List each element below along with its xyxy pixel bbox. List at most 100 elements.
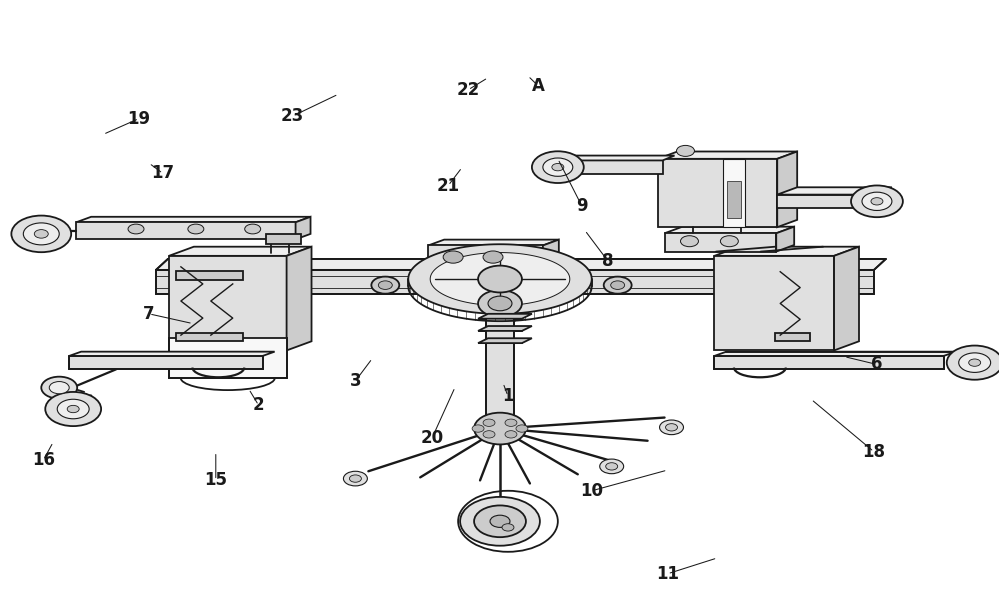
- Polygon shape: [478, 326, 532, 331]
- Circle shape: [677, 145, 694, 156]
- Circle shape: [490, 515, 510, 527]
- Circle shape: [871, 197, 883, 205]
- Polygon shape: [176, 333, 243, 341]
- Circle shape: [680, 236, 698, 246]
- Text: 11: 11: [656, 565, 679, 583]
- Text: 6: 6: [871, 356, 883, 373]
- Polygon shape: [428, 245, 543, 268]
- Polygon shape: [176, 271, 243, 280]
- Circle shape: [188, 224, 204, 234]
- Circle shape: [600, 459, 624, 474]
- Polygon shape: [658, 151, 797, 159]
- Polygon shape: [714, 352, 956, 356]
- Text: 16: 16: [32, 451, 55, 470]
- Polygon shape: [563, 161, 663, 174]
- Circle shape: [488, 296, 512, 311]
- Circle shape: [532, 151, 584, 183]
- Text: A: A: [531, 77, 544, 94]
- Polygon shape: [777, 188, 892, 194]
- Circle shape: [245, 224, 261, 234]
- Text: 2: 2: [253, 397, 264, 414]
- Circle shape: [349, 475, 361, 482]
- Circle shape: [604, 276, 632, 294]
- Circle shape: [516, 425, 528, 432]
- Polygon shape: [408, 244, 592, 314]
- Polygon shape: [287, 246, 312, 351]
- Polygon shape: [69, 352, 275, 356]
- Circle shape: [57, 399, 89, 419]
- Circle shape: [41, 376, 77, 398]
- Circle shape: [666, 424, 678, 431]
- Circle shape: [49, 381, 69, 394]
- Polygon shape: [169, 246, 312, 256]
- Polygon shape: [486, 300, 514, 428]
- Circle shape: [505, 431, 517, 438]
- Polygon shape: [478, 314, 532, 319]
- Text: 19: 19: [127, 110, 151, 128]
- Circle shape: [611, 281, 625, 289]
- Circle shape: [460, 497, 540, 546]
- Circle shape: [378, 281, 392, 289]
- Text: 23: 23: [281, 107, 304, 125]
- Circle shape: [483, 251, 503, 263]
- Circle shape: [11, 216, 71, 252]
- Circle shape: [851, 186, 903, 217]
- Polygon shape: [775, 333, 810, 341]
- Circle shape: [720, 236, 738, 246]
- Text: 18: 18: [862, 443, 885, 461]
- Circle shape: [474, 413, 526, 444]
- Polygon shape: [714, 246, 859, 256]
- Polygon shape: [430, 253, 570, 305]
- Circle shape: [34, 230, 48, 238]
- Text: 21: 21: [437, 177, 460, 195]
- Circle shape: [862, 192, 892, 210]
- Circle shape: [552, 164, 564, 171]
- Polygon shape: [169, 338, 287, 378]
- Polygon shape: [665, 234, 776, 251]
- Polygon shape: [76, 223, 296, 239]
- Text: 22: 22: [456, 81, 480, 99]
- Text: 9: 9: [576, 197, 588, 215]
- Circle shape: [45, 392, 101, 426]
- Text: 17: 17: [151, 164, 175, 183]
- Polygon shape: [563, 156, 675, 161]
- Circle shape: [969, 359, 981, 367]
- Polygon shape: [156, 259, 886, 270]
- Polygon shape: [777, 151, 797, 227]
- Polygon shape: [76, 217, 311, 223]
- Text: 3: 3: [350, 372, 361, 390]
- Polygon shape: [266, 235, 301, 244]
- Polygon shape: [714, 356, 944, 370]
- Circle shape: [474, 506, 526, 537]
- Polygon shape: [658, 159, 777, 227]
- Circle shape: [502, 524, 514, 531]
- Circle shape: [478, 265, 522, 292]
- Polygon shape: [296, 217, 311, 239]
- Circle shape: [483, 419, 495, 427]
- Polygon shape: [777, 194, 872, 208]
- Polygon shape: [834, 246, 859, 351]
- Polygon shape: [714, 256, 834, 351]
- Polygon shape: [169, 256, 287, 351]
- Circle shape: [959, 353, 991, 373]
- Polygon shape: [727, 181, 741, 218]
- Circle shape: [478, 290, 522, 317]
- Circle shape: [343, 471, 367, 486]
- Polygon shape: [478, 338, 532, 343]
- Polygon shape: [69, 356, 263, 370]
- Text: 20: 20: [421, 428, 444, 447]
- Text: 1: 1: [502, 387, 514, 405]
- Polygon shape: [428, 240, 559, 245]
- Circle shape: [128, 224, 144, 234]
- Polygon shape: [723, 159, 745, 227]
- Polygon shape: [156, 270, 874, 294]
- Text: 15: 15: [204, 471, 227, 489]
- Circle shape: [543, 158, 573, 177]
- Circle shape: [443, 251, 463, 263]
- Text: 10: 10: [580, 482, 603, 500]
- Circle shape: [67, 405, 79, 413]
- Circle shape: [483, 431, 495, 438]
- Circle shape: [371, 276, 399, 294]
- Polygon shape: [776, 227, 794, 251]
- Circle shape: [660, 420, 683, 435]
